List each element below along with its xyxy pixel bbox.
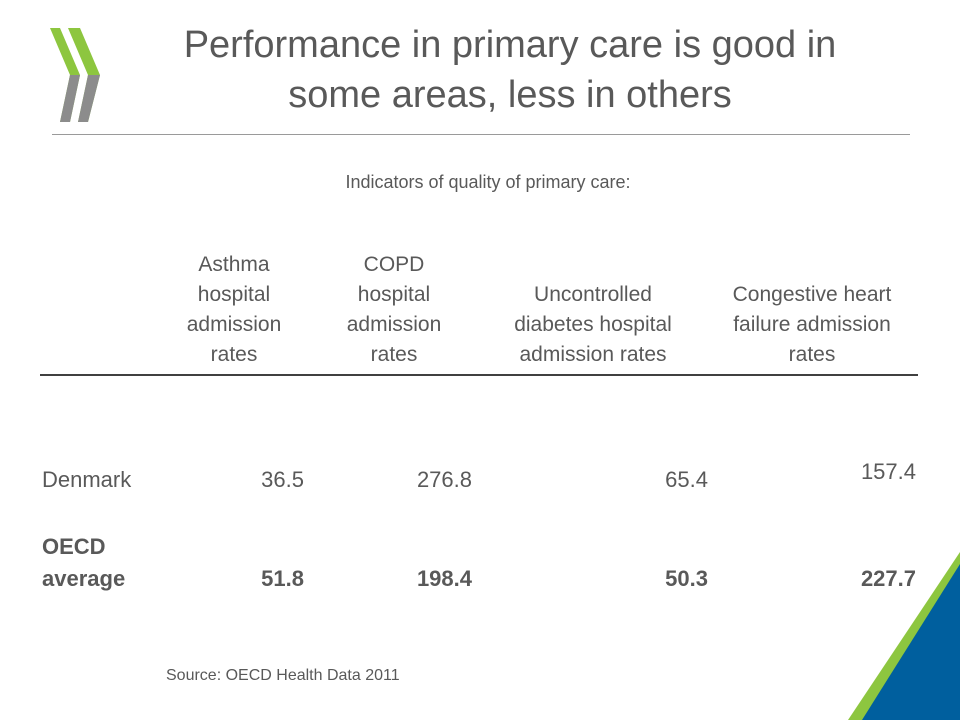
header-line: rates bbox=[210, 343, 258, 366]
table-cell: 276.8 bbox=[416, 467, 472, 492]
slide-title: Performance in primary care is good in s… bbox=[130, 20, 890, 120]
header-line: rates bbox=[370, 343, 418, 366]
row-label-line: OECD bbox=[42, 534, 106, 559]
column-header-diabetes: Uncontrolled diabetes hospital admission… bbox=[478, 280, 708, 370]
header-line: COPD bbox=[363, 253, 425, 276]
slide-title-line2: some areas, less in others bbox=[288, 74, 732, 116]
table-caption: Indicators of quality of primary care: bbox=[345, 172, 631, 192]
slide-title-line1: Performance in primary care is good in bbox=[183, 24, 837, 66]
header-line: Congestive heart bbox=[732, 283, 892, 306]
source-note: Source: OECD Health Data 2011 bbox=[166, 667, 400, 684]
header-line: admission bbox=[346, 313, 442, 336]
oecd-chevron-logo-icon bbox=[50, 28, 100, 122]
header-line: Asthma bbox=[198, 253, 270, 276]
table-cell: 157.4 bbox=[860, 459, 916, 484]
header-line: admission rates bbox=[519, 343, 667, 366]
header-line: hospital bbox=[357, 283, 431, 306]
header-line: diabetes hospital bbox=[514, 313, 672, 336]
table-cell: 36.5 bbox=[261, 467, 304, 492]
title-divider bbox=[52, 134, 910, 135]
header-line: failure admission bbox=[733, 313, 891, 336]
table-cell: 51.8 bbox=[261, 566, 304, 591]
table-cell: 50.3 bbox=[665, 566, 708, 591]
row-label-line: average bbox=[42, 566, 126, 591]
header-line: rates bbox=[788, 343, 836, 366]
column-header-copd: COPD hospital admission rates bbox=[320, 250, 468, 370]
table-cell: 65.4 bbox=[665, 467, 708, 492]
column-header-heart-failure: Congestive heart failure admission rates bbox=[706, 280, 918, 370]
column-header-asthma: Asthma hospital admission rates bbox=[160, 250, 308, 370]
row-label-denmark: Denmark bbox=[42, 467, 132, 492]
header-line: hospital bbox=[197, 283, 271, 306]
corner-decoration-icon bbox=[848, 552, 960, 720]
row-label-oecd-average: OECD average bbox=[42, 531, 125, 595]
table-cell: 227.7 bbox=[860, 566, 916, 591]
table-cell: 198.4 bbox=[416, 566, 472, 591]
header-divider bbox=[40, 374, 918, 376]
header-line: Uncontrolled bbox=[534, 283, 652, 306]
header-line: admission bbox=[186, 313, 282, 336]
